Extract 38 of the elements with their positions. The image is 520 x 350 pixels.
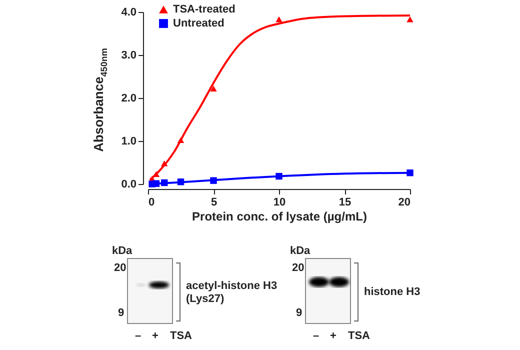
x-axis-title: Protein conc. of lysate (µg/mL) <box>192 210 367 224</box>
point <box>276 172 282 180</box>
y-tick-label: 0.0 <box>121 178 136 190</box>
y-tick-label: 4.0 <box>121 6 136 18</box>
text: TSA <box>348 330 370 343</box>
point <box>276 16 282 22</box>
y-tick-label: 3.0 <box>121 50 136 62</box>
text: 20 <box>114 262 126 275</box>
point <box>210 86 217 92</box>
point <box>406 16 414 22</box>
legend-label: TSA-treated <box>173 4 236 16</box>
text: + <box>152 330 158 343</box>
text: kDa <box>112 245 132 258</box>
point <box>152 180 160 187</box>
point <box>177 137 184 144</box>
text: – <box>135 330 142 343</box>
text: 9 <box>118 307 124 320</box>
text: TSA <box>170 330 192 343</box>
text: + <box>330 330 336 343</box>
text: – <box>313 330 320 343</box>
text: 9 <box>296 307 302 320</box>
x-tick-label: 10 <box>273 196 286 208</box>
point <box>210 177 217 184</box>
legend-label: Untreated <box>173 18 224 30</box>
point <box>177 178 184 186</box>
x-tick-label: 15 <box>338 196 352 208</box>
x-tick-label: 0 <box>148 196 155 208</box>
point <box>161 179 168 186</box>
text: histone H3 <box>364 286 420 299</box>
y-tick-label: 1.0 <box>121 136 136 148</box>
text: 20 <box>292 262 304 275</box>
point <box>406 169 414 176</box>
text: acetyl-histone H3 (Lys27) <box>186 280 278 306</box>
y-tick-label: 2.0 <box>121 92 136 104</box>
text: kDa <box>290 245 310 258</box>
x-tick-label: 5 <box>210 196 218 208</box>
x-tick-label: 20 <box>398 196 410 208</box>
point <box>161 160 168 166</box>
